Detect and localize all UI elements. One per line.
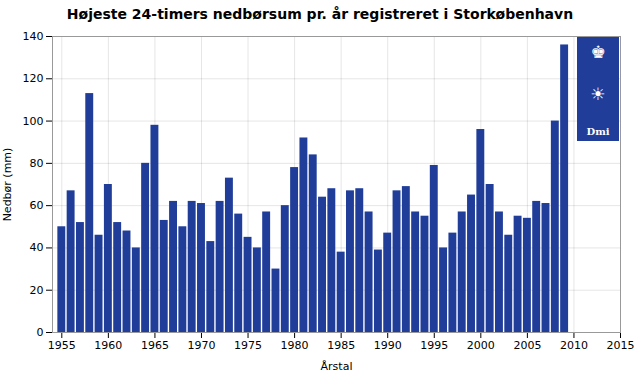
- svg-text:1965: 1965: [141, 339, 169, 352]
- svg-text:Nedbør (mm): Nedbør (mm): [1, 148, 14, 222]
- svg-text:Årstal: Årstal: [321, 360, 353, 373]
- svg-text:1980: 1980: [281, 339, 309, 352]
- svg-text:2005: 2005: [513, 339, 541, 352]
- svg-text:140: 140: [23, 30, 44, 43]
- svg-text:2015: 2015: [607, 339, 635, 352]
- svg-text:20: 20: [30, 284, 44, 297]
- svg-text:40: 40: [30, 241, 44, 254]
- svg-text:2010: 2010: [560, 339, 588, 352]
- svg-text:2000: 2000: [467, 339, 495, 352]
- svg-text:1995: 1995: [420, 339, 448, 352]
- svg-text:1960: 1960: [94, 339, 122, 352]
- svg-text:100: 100: [23, 115, 44, 128]
- svg-text:80: 80: [30, 157, 44, 170]
- svg-text:1990: 1990: [374, 339, 402, 352]
- svg-text:1975: 1975: [234, 339, 262, 352]
- svg-text:1970: 1970: [187, 339, 215, 352]
- html-text:Højeste 24-timers nedbørsum pr: Højeste 24-timers nedbørsum pr. år regis…: [66, 6, 574, 22]
- svg-text:60: 60: [30, 199, 44, 212]
- svg-text:0: 0: [37, 326, 44, 339]
- svg-text:120: 120: [23, 72, 44, 85]
- svg-text:1955: 1955: [48, 339, 76, 352]
- html-text:Dmi: Dmi: [586, 126, 610, 137]
- svg-text:1985: 1985: [327, 339, 355, 352]
